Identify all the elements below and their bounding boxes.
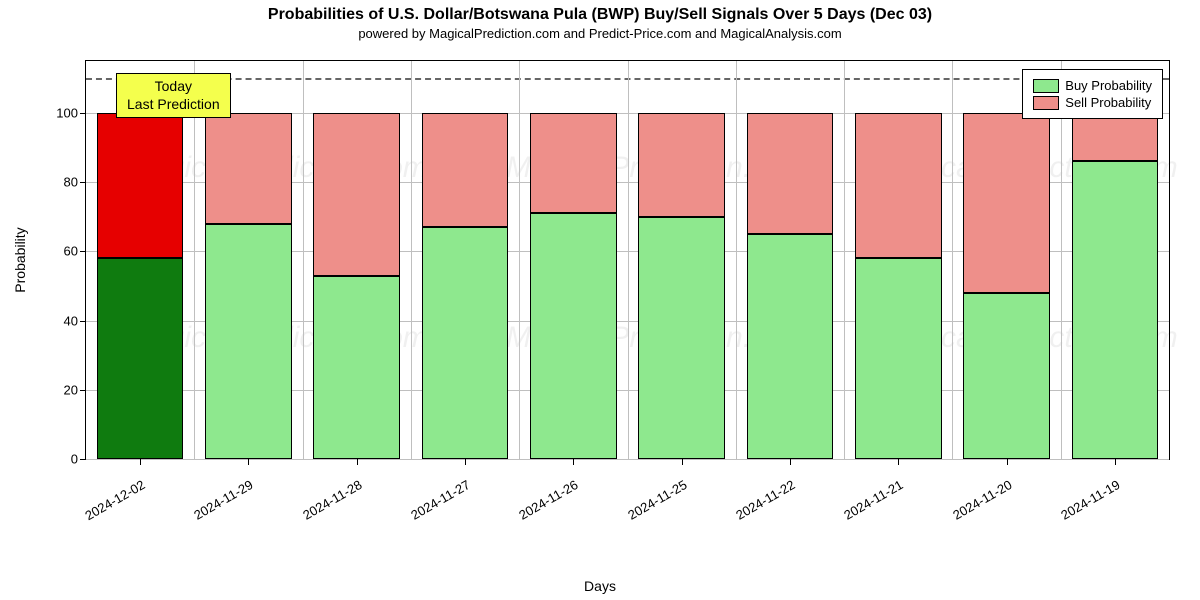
bar-buy [638, 217, 725, 459]
y-tick-label: 80 [64, 175, 78, 190]
y-tick-mark [80, 113, 86, 114]
legend-swatch-buy [1033, 79, 1059, 93]
x-tick-label: 2024-11-25 [625, 477, 689, 523]
bar-sell [855, 113, 942, 258]
chart-title: Probabilities of U.S. Dollar/Botswana Pu… [0, 0, 1200, 24]
y-tick-label: 60 [64, 244, 78, 259]
bar-sell [205, 113, 292, 224]
x-tick-label: 2024-11-29 [192, 477, 256, 523]
bar-sell [638, 113, 725, 217]
bar-group [747, 61, 834, 459]
bar-sell [747, 113, 834, 234]
bar-buy [747, 234, 834, 459]
x-tick-mark [573, 459, 574, 465]
annotation-line-2: Last Prediction [127, 96, 220, 114]
bar-sell [313, 113, 400, 276]
bar-group [530, 61, 617, 459]
x-tick-mark [898, 459, 899, 465]
bar-group [963, 61, 1050, 459]
x-tick-label: 2024-11-27 [408, 477, 472, 523]
annotation-line-1: Today [127, 78, 220, 96]
x-gridline [952, 61, 953, 459]
bar-buy [422, 227, 509, 459]
x-gridline [1061, 61, 1062, 459]
x-gridline [194, 61, 195, 459]
legend-item-sell: Sell Probability [1033, 95, 1152, 110]
x-gridline [411, 61, 412, 459]
x-gridline [628, 61, 629, 459]
bar-group [205, 61, 292, 459]
bar-group [422, 61, 509, 459]
bar-group [1072, 61, 1159, 459]
x-tick-label: 2024-11-26 [517, 477, 581, 523]
x-tick-label: 2024-11-19 [1058, 477, 1122, 523]
x-tick-label: 2024-11-28 [300, 477, 364, 523]
chart-container: Probabilities of U.S. Dollar/Botswana Pu… [0, 0, 1200, 600]
x-tick-mark [682, 459, 683, 465]
bar-buy [1072, 161, 1159, 459]
x-gridline [844, 61, 845, 459]
x-tick-mark [1007, 459, 1008, 465]
bar-buy [205, 224, 292, 459]
y-tick-mark [80, 182, 86, 183]
y-tick-mark [80, 251, 86, 252]
legend-label-sell: Sell Probability [1065, 95, 1151, 110]
x-tick-mark [1115, 459, 1116, 465]
x-gridline [519, 61, 520, 459]
bar-group [313, 61, 400, 459]
bar-sell [963, 113, 1050, 293]
annotation-today-callout: Today Last Prediction [116, 73, 231, 118]
bar-buy [963, 293, 1050, 459]
bar-buy [855, 258, 942, 459]
bar-group [638, 61, 725, 459]
y-tick-label: 0 [71, 452, 78, 467]
x-axis-label: Days [584, 578, 616, 594]
plot-area: 020406080100MagicalPrediction.comMagical… [85, 60, 1170, 460]
y-axis-label: Probability [12, 227, 28, 292]
x-tick-label: 2024-11-21 [841, 477, 905, 523]
x-tick-mark [140, 459, 141, 465]
legend-item-buy: Buy Probability [1033, 78, 1152, 93]
x-gridline [303, 61, 304, 459]
legend-label-buy: Buy Probability [1065, 78, 1152, 93]
bar-buy [97, 258, 184, 459]
x-tick-label: 2024-11-22 [733, 477, 797, 523]
bar-sell [530, 113, 617, 213]
x-tick-mark [790, 459, 791, 465]
x-tick-mark [357, 459, 358, 465]
y-tick-label: 20 [64, 382, 78, 397]
legend-swatch-sell [1033, 96, 1059, 110]
bar-buy [313, 276, 400, 459]
x-tick-mark [248, 459, 249, 465]
y-tick-mark [80, 321, 86, 322]
x-tick-mark [465, 459, 466, 465]
y-tick-label: 100 [56, 105, 78, 120]
bar-sell [1072, 113, 1159, 161]
x-tick-label: 2024-12-02 [83, 477, 148, 523]
legend: Buy Probability Sell Probability [1022, 69, 1163, 119]
y-tick-label: 40 [64, 313, 78, 328]
x-gridline [736, 61, 737, 459]
y-tick-mark [80, 459, 86, 460]
bar-group [97, 61, 184, 459]
bar-group [855, 61, 942, 459]
chart-subtitle: powered by MagicalPrediction.com and Pre… [0, 26, 1200, 41]
x-tick-label: 2024-11-20 [950, 477, 1014, 523]
bar-sell [422, 113, 509, 227]
bar-buy [530, 213, 617, 459]
y-tick-mark [80, 390, 86, 391]
bar-sell [97, 113, 184, 258]
